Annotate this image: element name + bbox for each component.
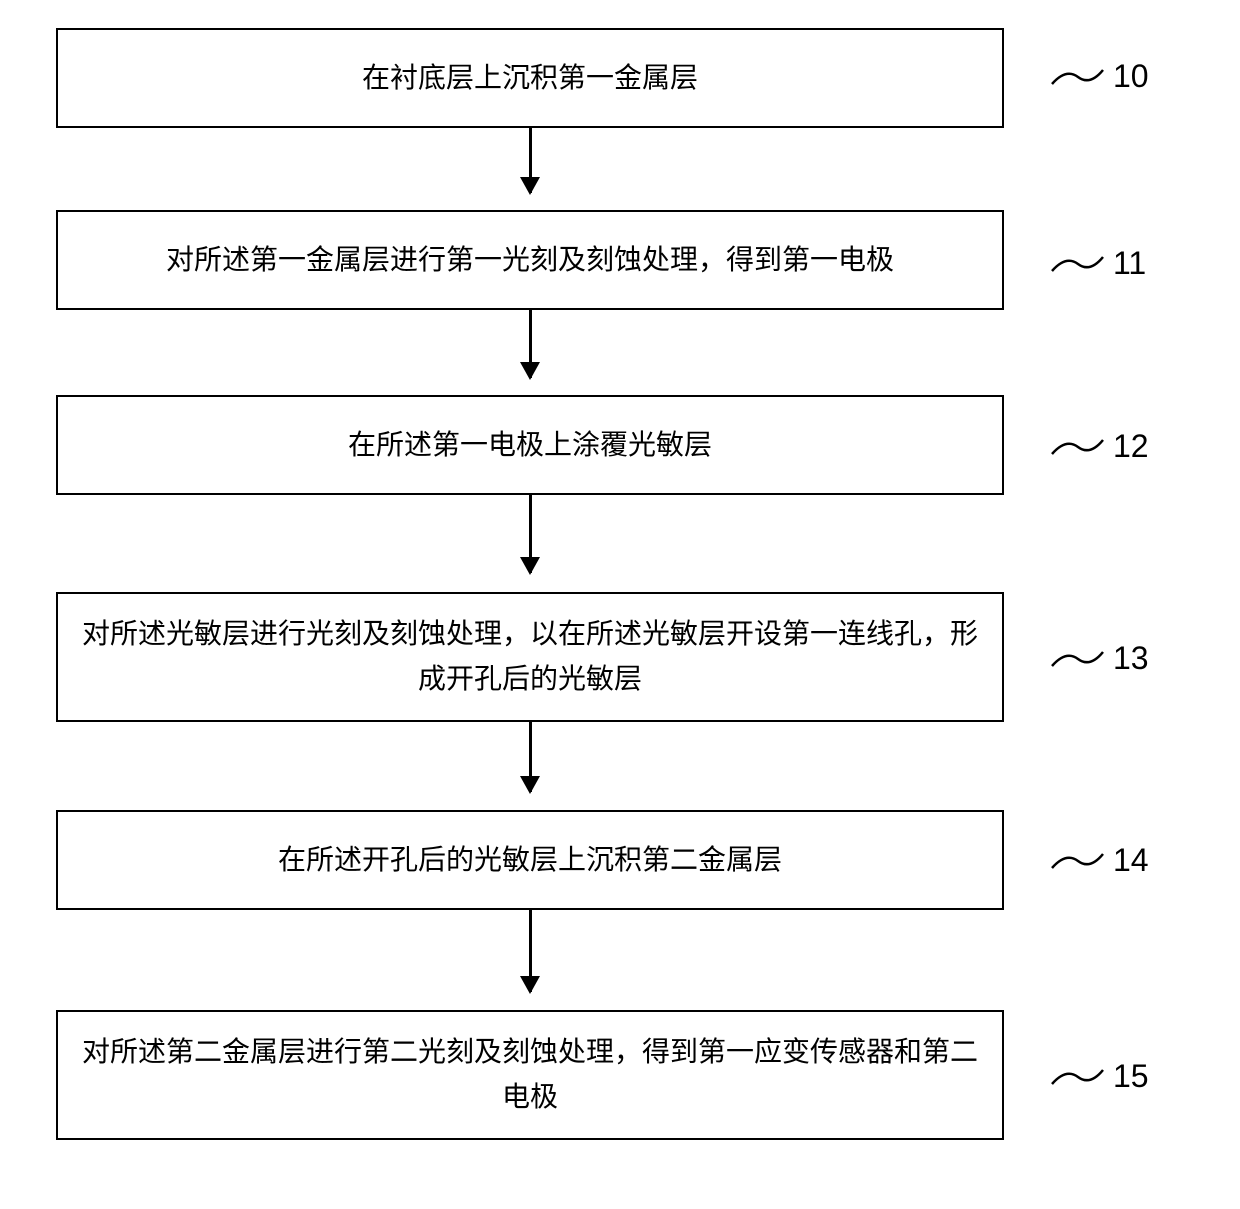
step-15-number: 15	[1113, 1058, 1149, 1095]
flowchart-step-13: 对所述光敏层进行光刻及刻蚀处理，以在所述光敏层开设第一连线孔，形成开孔后的光敏层	[56, 592, 1004, 722]
flowchart-container: 在衬底层上沉积第一金属层 10 对所述第一金属层进行第一光刻及刻蚀处理，得到第一…	[0, 0, 1240, 1209]
step-15-label: 15	[1050, 1058, 1149, 1095]
tilde-icon	[1050, 62, 1105, 92]
step-12-label: 12	[1050, 428, 1149, 465]
flowchart-step-10: 在衬底层上沉积第一金属层	[56, 28, 1004, 128]
flowchart-arrow	[529, 910, 532, 992]
step-11-text: 对所述第一金属层进行第一光刻及刻蚀处理，得到第一电极	[166, 238, 894, 283]
step-10-number: 10	[1113, 58, 1149, 95]
step-14-number: 14	[1113, 842, 1149, 879]
flowchart-arrow	[529, 310, 532, 378]
flowchart-arrow	[529, 722, 532, 792]
step-13-label: 13	[1050, 640, 1149, 677]
step-10-text: 在衬底层上沉积第一金属层	[362, 56, 698, 101]
tilde-icon	[1050, 846, 1105, 876]
flowchart-step-12: 在所述第一电极上涂覆光敏层	[56, 395, 1004, 495]
step-14-label: 14	[1050, 842, 1149, 879]
step-11-number: 11	[1113, 245, 1146, 282]
step-10-label: 10	[1050, 58, 1149, 95]
step-14-text: 在所述开孔后的光敏层上沉积第二金属层	[278, 838, 782, 883]
step-12-number: 12	[1113, 428, 1149, 465]
step-12-text: 在所述第一电极上涂覆光敏层	[348, 423, 712, 468]
tilde-icon	[1050, 1062, 1105, 1092]
tilde-icon	[1050, 644, 1105, 674]
step-15-text: 对所述第二金属层进行第二光刻及刻蚀处理，得到第一应变传感器和第二电极	[78, 1030, 982, 1120]
flowchart-arrow	[529, 495, 532, 573]
flowchart-step-14: 在所述开孔后的光敏层上沉积第二金属层	[56, 810, 1004, 910]
step-13-text: 对所述光敏层进行光刻及刻蚀处理，以在所述光敏层开设第一连线孔，形成开孔后的光敏层	[78, 612, 982, 702]
flowchart-step-11: 对所述第一金属层进行第一光刻及刻蚀处理，得到第一电极	[56, 210, 1004, 310]
flowchart-step-15: 对所述第二金属层进行第二光刻及刻蚀处理，得到第一应变传感器和第二电极	[56, 1010, 1004, 1140]
step-13-number: 13	[1113, 640, 1149, 677]
flowchart-arrow	[529, 128, 532, 193]
tilde-icon	[1050, 432, 1105, 462]
tilde-icon	[1050, 249, 1105, 279]
step-11-label: 11	[1050, 245, 1146, 282]
